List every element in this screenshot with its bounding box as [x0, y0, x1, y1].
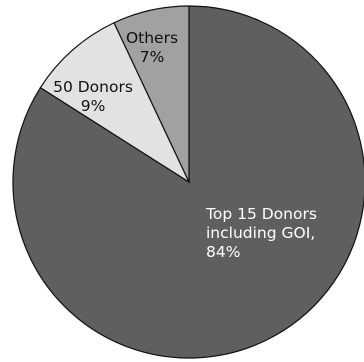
pie-slice-2	[113, 5, 190, 183]
pie-slice-label-line: 9%	[81, 97, 106, 115]
pie-slice-label-line: 84%	[206, 243, 240, 261]
pie-slice-label-1: 50 Donors 9%	[53, 78, 133, 115]
pie-slice-1	[39, 21, 191, 184]
pie-slice-label-line: Others	[126, 29, 178, 47]
pie-slice-label-line: Top 15 Donors	[205, 205, 317, 223]
pie-labels: Top 15 Donors including GOI, 84% 50 Donors 9…	[53, 29, 317, 261]
pie-slice-label-2: Others 7%	[126, 29, 178, 66]
pie-slice-label-line: 50 Donors	[53, 78, 133, 96]
pie-slice-label-line: including GOI,	[206, 224, 315, 242]
pie-slices	[12, 5, 364, 359]
pie-slice-label-line: 7%	[140, 48, 165, 66]
pie-slice-label-0: Top 15 Donors including GOI, 84%	[205, 205, 317, 261]
